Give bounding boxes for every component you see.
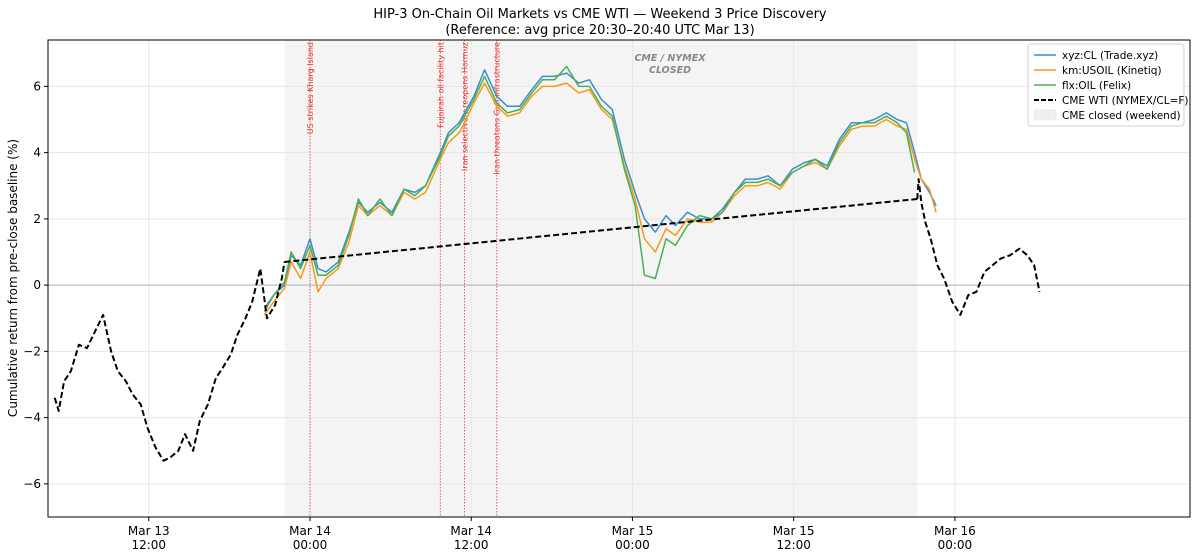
y-tick-label: 2 — [33, 212, 41, 226]
legend-label: flx:OIL (Felix) — [1062, 80, 1131, 92]
legend-label: km:USOIL (Kinetiq) — [1062, 65, 1162, 77]
x-tick-label: Mar 16 — [934, 524, 976, 538]
series-cme-wti-bridge — [284, 198, 918, 263]
event-label: Iran threatens Gulf infrastructure — [493, 42, 502, 175]
legend-label: xyz:CL (Trade.xyz) — [1062, 50, 1158, 62]
event-label: Iran selectively reopens Hormuz — [460, 42, 469, 171]
y-tick-label: −6 — [23, 477, 41, 491]
x-tick-label: 12:00 — [776, 538, 811, 552]
x-tick-label: 00:00 — [615, 538, 650, 552]
y-tick-label: −4 — [23, 411, 41, 425]
series-cme-wti-line — [916, 178, 1041, 316]
legend-label: CME WTI (NYMEX/CL=F) — [1062, 95, 1189, 107]
x-tick-label: Mar 14 — [450, 524, 492, 538]
x-tick-label: Mar 13 — [128, 524, 170, 538]
chart-title: HIP-3 On-Chain Oil Markets vs CME WTI — … — [373, 7, 827, 22]
event-label: Fujairah oil facility hit — [436, 42, 445, 128]
y-tick-label: −2 — [23, 344, 41, 358]
series-flx-line — [263, 65, 916, 309]
x-tick-label: Mar 15 — [612, 524, 654, 538]
x-tick-label: Mar 14 — [289, 524, 331, 538]
chart-subtitle: (Reference: avg price 20:30–20:40 UTC Ma… — [445, 23, 754, 38]
x-tick-label: 12:00 — [454, 538, 489, 552]
y-tick-label: 0 — [33, 278, 41, 292]
closed-region-label: CME / NYMEX — [634, 53, 706, 64]
plot-frame — [47, 39, 1191, 518]
x-tick-label: Mar 15 — [773, 524, 815, 538]
x-tick-label: 00:00 — [938, 538, 973, 552]
legend-label: CME closed (weekend) — [1062, 110, 1181, 122]
event-label: US strikes Kharg Island — [306, 42, 315, 134]
y-tick-label: 4 — [33, 146, 41, 160]
x-tick-label: 12:00 — [131, 538, 166, 552]
legend-swatch — [1033, 109, 1057, 121]
closed-region-label: CLOSED — [649, 65, 691, 76]
series-cme-wti-line — [53, 261, 286, 462]
x-tick-label: 00:00 — [293, 538, 328, 552]
cme-closed-region — [284, 40, 918, 517]
y-axis-label: Cumulative return from pre-close baselin… — [6, 139, 20, 417]
legend-box — [1027, 43, 1185, 127]
y-tick-label: 6 — [33, 79, 41, 93]
